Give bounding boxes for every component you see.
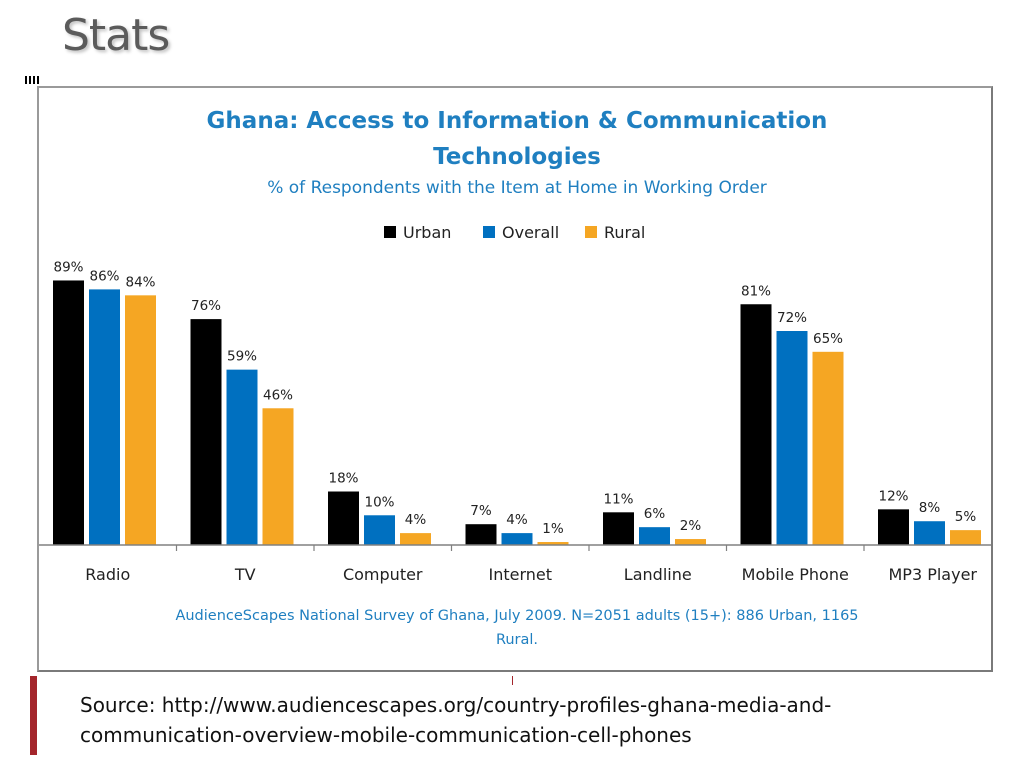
bar-rural-tv xyxy=(262,408,294,545)
x-tick-label-internet: Internet xyxy=(488,565,552,584)
legend-swatch-overall xyxy=(483,226,495,238)
legend-swatch-rural xyxy=(585,226,597,238)
data-label-rural-tv: 46% xyxy=(263,387,293,403)
x-tick-label-tv: TV xyxy=(234,565,256,584)
data-label-urban-radio: 89% xyxy=(53,259,83,275)
bar-urban-internet xyxy=(465,524,497,545)
data-label-overall-radio: 86% xyxy=(89,268,119,284)
data-label-urban-internet: 7% xyxy=(470,503,492,519)
x-tick-label-mp3-player: MP3 Player xyxy=(888,565,977,584)
data-label-overall-mp3-player: 8% xyxy=(919,500,941,516)
data-label-urban-mp3-player: 12% xyxy=(878,488,908,504)
bar-overall-tv xyxy=(226,369,258,545)
bar-series-group: 89% 86% 84% 76% 59% 46% 18% 10% 4% 7% 4% 1% 11% 6% 2% 8… xyxy=(53,259,981,545)
data-label-rural-mobile-phone: 65% xyxy=(813,331,843,347)
legend-label-urban: Urban xyxy=(403,223,451,242)
accent-tick xyxy=(512,676,513,685)
bar-rural-mobile-phone xyxy=(812,351,844,545)
chart-footnote-line2: Rural. xyxy=(496,632,538,648)
data-label-urban-tv: 76% xyxy=(191,298,221,314)
legend-swatch-urban xyxy=(384,226,396,238)
legend-label-overall: Overall xyxy=(502,223,559,242)
bar-overall-computer xyxy=(364,515,395,545)
chart-title-line2: Technologies xyxy=(433,144,601,170)
bar-urban-tv xyxy=(190,319,222,545)
bar-rural-mp3-player xyxy=(950,530,981,545)
bar-urban-computer xyxy=(328,491,359,545)
bar-urban-mp3-player xyxy=(878,509,909,545)
chart-frame: Ghana: Access to Information & Communica… xyxy=(37,86,993,672)
bar-rural-radio xyxy=(125,295,156,545)
x-tick-label-radio: Radio xyxy=(85,565,130,584)
data-label-rural-computer: 4% xyxy=(405,512,427,528)
bar-urban-landline xyxy=(603,512,634,545)
bar-rural-landline xyxy=(675,539,706,545)
data-label-overall-landline: 6% xyxy=(644,506,666,522)
data-label-rural-internet: 1% xyxy=(542,521,564,537)
slide-title: Stats xyxy=(62,10,170,61)
data-label-overall-internet: 4% xyxy=(506,512,528,528)
chart-subtitle: % of Respondents with the Item at Home i… xyxy=(267,178,767,198)
chart-legend: Urban Overall Rural xyxy=(384,223,645,242)
chart-title-line1: Ghana: Access to Information & Communica… xyxy=(207,108,828,134)
data-label-rural-radio: 84% xyxy=(125,274,155,290)
bar-overall-landline xyxy=(639,527,670,545)
bar-urban-mobile-phone xyxy=(740,304,772,545)
bar-overall-mp3-player xyxy=(914,521,945,545)
bar-overall-mobile-phone xyxy=(776,331,808,545)
accent-bar xyxy=(30,676,37,755)
bar-urban-radio xyxy=(53,280,84,545)
bar-rural-computer xyxy=(400,533,431,545)
data-label-overall-mobile-phone: 72% xyxy=(777,310,807,326)
chart-footnote-line1: AudienceScapes National Survey of Ghana,… xyxy=(175,608,858,624)
data-label-rural-landline: 2% xyxy=(680,518,702,534)
bar-chart: Ghana: Access to Information & Communica… xyxy=(39,108,991,648)
source-line-1: Source: http://www.audiencescapes.org/co… xyxy=(80,693,832,717)
bar-overall-internet xyxy=(501,533,533,545)
x-tick-label-computer: Computer xyxy=(343,565,423,584)
x-tick-label-mobile-phone: Mobile Phone xyxy=(742,565,849,584)
source-line-2: communication-overview-mobile-communicat… xyxy=(80,723,692,747)
bar-overall-radio xyxy=(89,289,120,545)
bar-rural-internet xyxy=(537,542,569,545)
data-label-overall-tv: 59% xyxy=(227,349,257,365)
data-label-rural-mp3-player: 5% xyxy=(955,509,977,525)
data-label-urban-computer: 18% xyxy=(328,471,358,487)
data-label-overall-computer: 10% xyxy=(364,494,394,510)
x-tick-label-landline: Landline xyxy=(624,565,692,584)
data-label-urban-landline: 11% xyxy=(603,491,633,507)
legend-label-rural: Rural xyxy=(604,223,645,242)
x-axis: Radio TV Computer Internet Landline Mobile Ph… xyxy=(39,544,991,584)
corner-mark xyxy=(25,76,39,84)
source-citation: Source: http://www.audiencescapes.org/co… xyxy=(80,690,980,750)
data-label-urban-mobile-phone: 81% xyxy=(741,283,771,299)
